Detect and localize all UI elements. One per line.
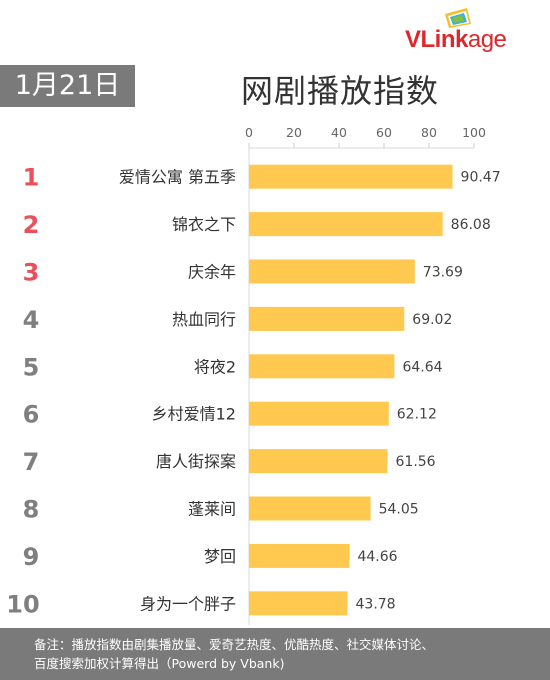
data-label: 43.78 (356, 596, 396, 612)
bar (249, 591, 348, 616)
category-label: 梦回 (204, 547, 236, 566)
x-tick-label: 40 (331, 125, 347, 140)
data-label: 64.64 (402, 359, 442, 375)
rank-number: 5 (23, 353, 40, 381)
data-label: 61.56 (396, 454, 436, 470)
data-label: 62.12 (397, 407, 437, 423)
footer-note: 备注：播放指数由剧集播放量、爱奇艺热度、优酷热度、社交媒体讨论、 百度搜索加权计… (0, 628, 550, 680)
brand-logo: VLinkage (405, 6, 535, 56)
bar (249, 306, 405, 331)
bar (249, 496, 371, 521)
category-label: 蓬莱间 (188, 500, 236, 519)
rank-number: 3 (23, 259, 40, 287)
rank-number: 1 (23, 164, 40, 192)
category-label: 乡村爱情12 (152, 405, 236, 424)
bar (249, 164, 453, 189)
data-label: 86.08 (451, 217, 491, 233)
x-tick-label: 0 (245, 125, 253, 140)
bar (249, 354, 395, 379)
logo-text: VLinkage (405, 26, 507, 53)
rank-number: 7 (23, 448, 40, 476)
category-label: 将夜2 (194, 357, 236, 376)
category-label: 锦衣之下 (172, 215, 236, 234)
category-label: 庆余年 (188, 263, 236, 282)
rank-number: 6 (23, 401, 40, 429)
footer-line-1: 备注：播放指数由剧集播放量、爱奇艺热度、优酷热度、社交媒体讨论、 (34, 637, 435, 652)
bar (249, 212, 443, 237)
category-label: 爱情公寓 第五季 (119, 168, 236, 187)
data-label: 54.05 (379, 502, 419, 518)
date-badge: 1月21日 (0, 65, 135, 107)
footer-line-2: 百度搜索加权计算得出（Powerd by Vbank) (34, 656, 285, 671)
bar (249, 259, 415, 284)
category-label: 热血同行 (172, 310, 236, 329)
x-tick-label: 100 (462, 125, 486, 140)
rank-number: 8 (23, 496, 40, 524)
category-label: 身为一个胖子 (140, 594, 236, 613)
x-tick-label: 20 (286, 125, 302, 140)
data-label: 69.02 (412, 312, 452, 328)
data-label: 90.47 (461, 170, 501, 186)
rank-number: 9 (23, 543, 40, 571)
data-label: 73.69 (423, 265, 463, 281)
x-tick-label: 60 (376, 125, 392, 140)
logo-flag-icon (445, 8, 471, 28)
rank-number: 4 (23, 306, 40, 334)
category-label: 唐人街探案 (156, 452, 236, 471)
data-label: 44.66 (357, 549, 397, 565)
bar-chart: 0 20 40 60 80 100 1 爱情公寓 第五季 90.47 2 锦衣之下 86.08 3 庆余年… (6, 125, 501, 625)
rank-number: 2 (23, 211, 40, 239)
bar (249, 401, 389, 426)
bar (249, 449, 388, 474)
x-tick-label: 80 (421, 125, 437, 140)
rank-number: 10 (6, 590, 39, 618)
bar (249, 543, 350, 568)
page-title: 网剧播放指数 (240, 72, 439, 110)
